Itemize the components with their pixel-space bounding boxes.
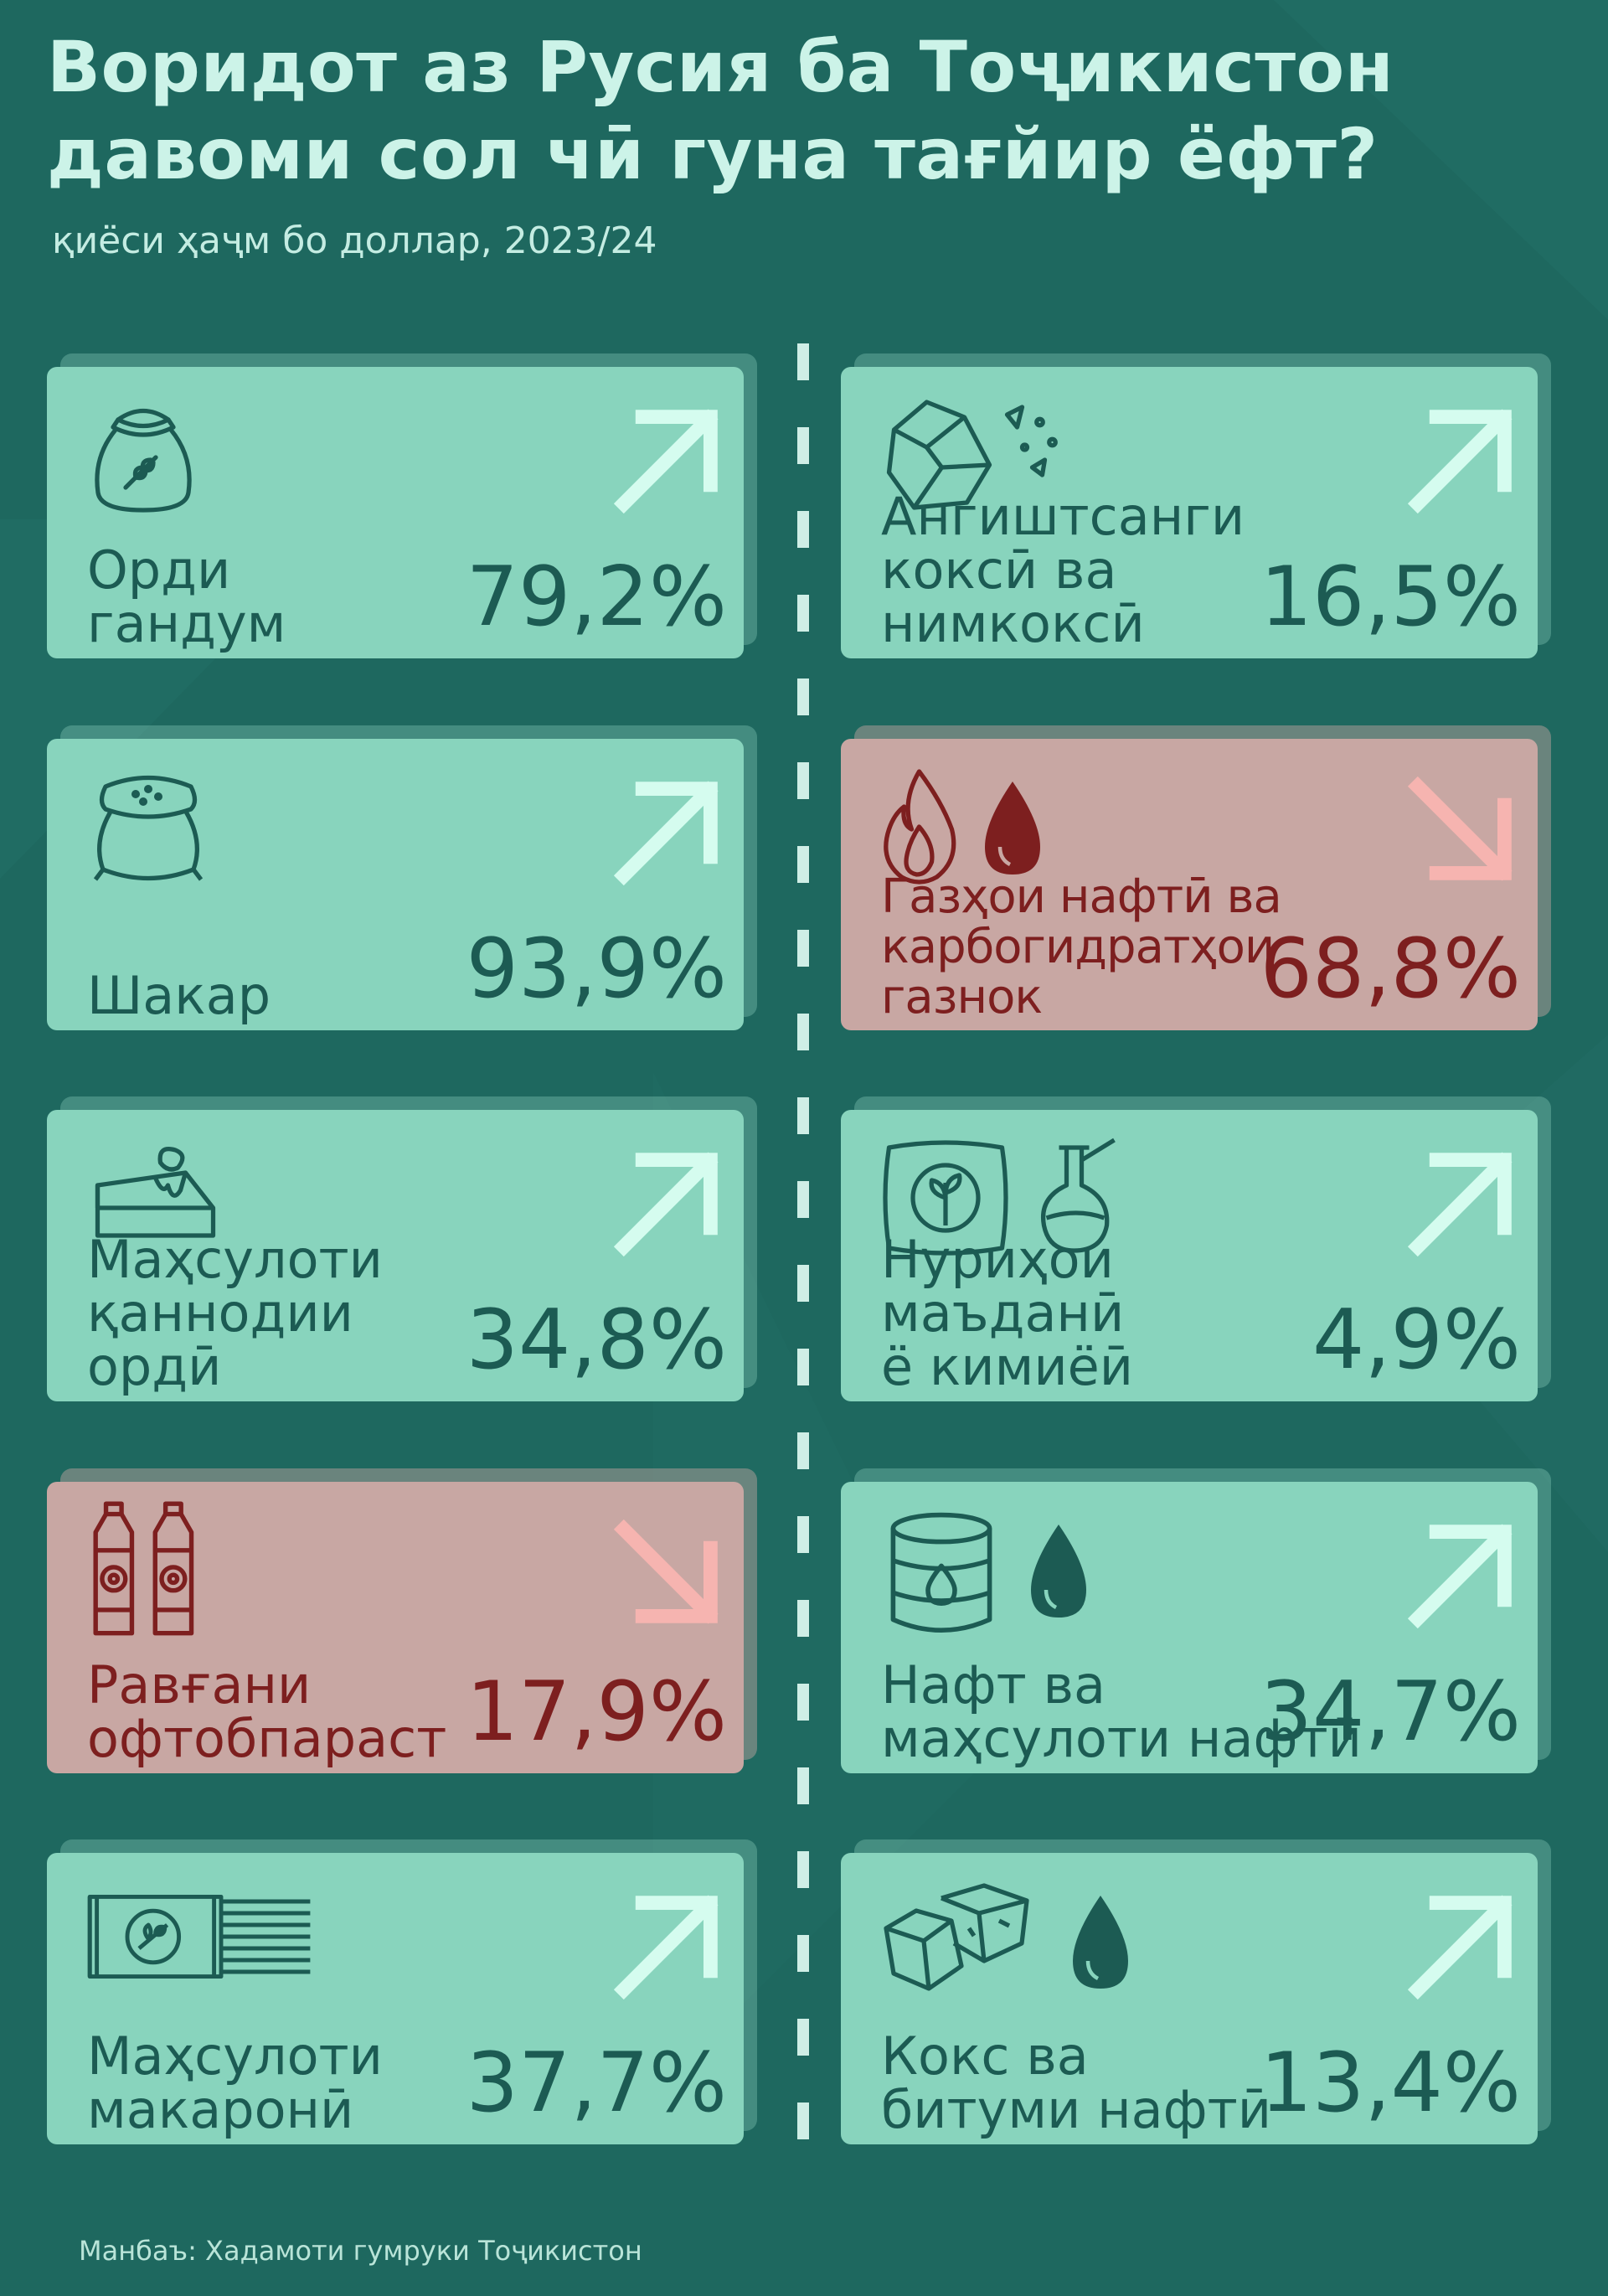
card-percent: 17,9% <box>466 1664 727 1760</box>
card-label: Равғани офтобпараст <box>87 1654 447 1769</box>
flour-sack-icon <box>95 409 192 513</box>
arrow-up-icon <box>1407 1895 1513 2000</box>
card-label: Ангиштсанги коксӣ ва нимкоксӣ <box>881 486 1245 654</box>
arrow-up-icon <box>613 409 719 514</box>
card-percent: 34,8% <box>466 1292 727 1388</box>
card-oil-products: Нафт ва маҳсулоти нафтӣ 34,7% <box>841 1468 1553 1788</box>
sugar-sack-icon <box>93 775 204 881</box>
arrow-up-icon <box>1407 1152 1513 1257</box>
source-note: Манбаъ: Хадамоти гумруки Тоҷикистон <box>79 2235 642 2267</box>
cake-icon <box>95 1147 216 1238</box>
coal-icon <box>886 400 1058 510</box>
card-wheat-flour: Орди гандум 79,2% <box>47 353 759 673</box>
card-percent: 68,8% <box>1260 921 1521 1017</box>
card-label: Шакар <box>87 965 271 1026</box>
card-pasta: Маҳсулоти макаронӣ 37,7% <box>47 1839 759 2159</box>
card-sunflower-oil: Равғани офтобпараст 17,9% <box>47 1468 759 1788</box>
card-percent: 93,9% <box>466 921 727 1017</box>
oil-bottles-icon <box>93 1501 194 1636</box>
card-label: Маҳсулоти макаронӣ <box>87 2025 383 2140</box>
fertilizer-bag-icon <box>883 1140 1008 1256</box>
arrow-up-icon <box>613 1895 719 2000</box>
card-label: Газҳои нафтӣ ва карбогидратҳои газнок <box>881 869 1282 1024</box>
card-flour-confectionery: Маҳсулоти қаннодии ордӣ 34,8% <box>47 1096 759 1416</box>
drop-icon <box>985 782 1040 875</box>
card-label: Нуриҳои маъданӣ ё кимиёӣ <box>881 1229 1134 1397</box>
card-label: Нафт ва маҳсулоти нафтӣ <box>881 1654 1362 1769</box>
card-percent: 13,4% <box>1260 2035 1521 2131</box>
column-divider <box>797 343 809 2153</box>
flame-icon <box>884 769 956 885</box>
card-coking-coal: Ангиштсанги коксӣ ва нимкоксӣ 16,5% <box>841 353 1553 673</box>
arrow-down-icon <box>1407 776 1513 881</box>
card-percent: 34,7% <box>1260 1664 1521 1760</box>
page-subtitle: қиёси ҳаҷм бо доллар, 2023/24 <box>52 219 657 262</box>
card-coke-bitumen: Кокс ва битуми нафтӣ 13,4% <box>841 1839 1553 2159</box>
pasta-pack-icon <box>87 1894 311 1979</box>
card-percent: 79,2% <box>466 549 727 645</box>
arrow-up-icon <box>613 781 719 886</box>
card-label: Кокс ва битуми нафтӣ <box>881 2025 1272 2140</box>
card-fertilizers: Нуриҳои маъданӣ ё кимиёӣ 4,9% <box>841 1096 1553 1416</box>
flask-icon <box>1041 1138 1116 1253</box>
arrow-up-icon <box>1407 409 1513 514</box>
drop-icon <box>1031 1525 1086 1618</box>
card-percent: 4,9% <box>1312 1292 1521 1388</box>
barrel-icon <box>890 1512 992 1633</box>
arrow-up-icon <box>613 1152 719 1257</box>
card-label: Орди гандум <box>87 539 286 654</box>
card-sugar: Шакар 93,9% <box>47 725 759 1045</box>
arrow-down-icon <box>613 1519 719 1624</box>
arrow-up-icon <box>1407 1524 1513 1629</box>
card-percent: 16,5% <box>1260 549 1521 645</box>
card-label: Маҳсулоти қаннодии ордӣ <box>87 1229 383 1397</box>
drop-icon <box>1073 1896 1128 1989</box>
coke-blocks-icon <box>884 1883 1029 1991</box>
card-percent: 37,7% <box>466 2035 727 2131</box>
card-petroleum-gases: Газҳои нафтӣ ва карбогидратҳои газнок 68… <box>841 725 1553 1045</box>
page-title: Воридот аз Русия ба Тоҷикистон давоми со… <box>47 26 1394 195</box>
